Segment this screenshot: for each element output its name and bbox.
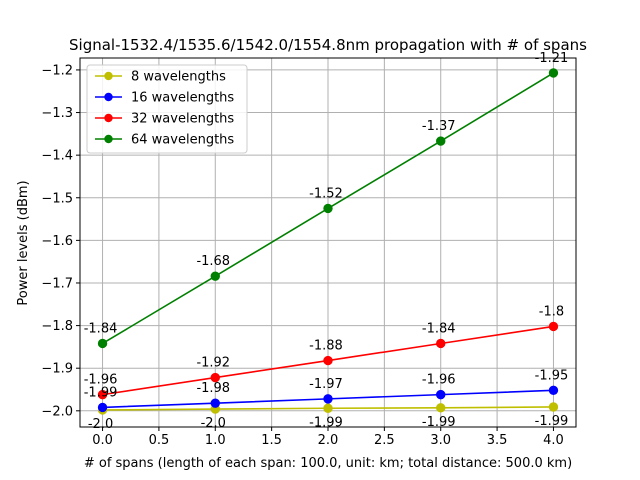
y-tick-label: −1.3 (41, 106, 73, 121)
data-label: -1.8 (539, 304, 564, 319)
data-label: -1.52 (309, 186, 343, 201)
data-label: -1.95 (535, 368, 569, 383)
legend-label: 16 wavelengths (131, 91, 234, 106)
data-label: -1.68 (196, 254, 230, 269)
data-label: -1.99 (535, 414, 569, 429)
data-label: -1.99 (422, 415, 456, 430)
y-tick-label: −1.7 (41, 276, 73, 291)
y-tick-label: −1.9 (41, 362, 73, 377)
data-label: -2.0 (88, 417, 113, 432)
x-tick-label: 1.0 (205, 433, 226, 448)
data-point (97, 338, 108, 349)
axis-ticks: 0.0 0.5 1.0 1.5 2.0 2.5 3.0 3.5 4.0 −2.0 −1.9 −1.8 −… (41, 63, 563, 448)
x-tick-label: 2.5 (374, 433, 395, 448)
data-label: -1.88 (309, 339, 343, 354)
data-point (97, 402, 108, 413)
x-axis-label: # of spans (length of each span: 100.0, … (84, 456, 572, 471)
legend-label: 32 wavelengths (131, 112, 234, 127)
x-tick-label: 3.0 (430, 433, 451, 448)
data-labels: -2.0 -2.0 -1.99 -1.99 -1.99 -1.99 -1.98 -1.97 -1… (84, 51, 569, 432)
data-point (436, 136, 446, 146)
legend-label: 8 wavelengths (131, 70, 226, 85)
x-tick-label: 2.0 (318, 433, 339, 448)
x-tick-label: 0.5 (149, 433, 170, 448)
y-axis-label: Power levels (dBm) (16, 180, 31, 305)
data-label: -2.0 (201, 416, 226, 431)
data-point (323, 394, 333, 404)
chart-title: Signal-1532.4/1535.6/1542.0/1554.8nm pro… (69, 36, 587, 54)
legend: 8 wavelengths 16 wavelengths 32 wavelength… (86, 64, 248, 154)
y-tick-label: −2.0 (41, 404, 73, 419)
legend-swatch-marker (104, 71, 113, 81)
data-point (210, 398, 220, 408)
y-tick-label: −1.5 (41, 191, 73, 206)
data-point (436, 403, 446, 413)
x-tick-label: 4.0 (543, 433, 564, 448)
data-point (548, 385, 559, 396)
data-point (97, 389, 108, 400)
legend-label: 64 wavelengths (131, 133, 234, 148)
data-label: -1.99 (84, 385, 118, 400)
y-tick-label: −1.8 (41, 319, 73, 334)
series-group (97, 68, 559, 415)
x-tick-label: 1.5 (261, 433, 282, 448)
data-point (548, 402, 559, 412)
y-tick-label: −1.6 (41, 234, 73, 249)
data-label: -1.92 (196, 356, 230, 371)
data-label: -1.97 (309, 377, 343, 392)
data-point (210, 372, 220, 383)
data-label: -1.96 (84, 373, 118, 388)
data-label: -1.98 (196, 381, 230, 396)
x-tick-label: 3.5 (487, 433, 508, 448)
legend-swatch-marker (104, 113, 113, 123)
legend-swatch-marker (104, 134, 113, 144)
data-point (323, 403, 333, 413)
data-point (323, 355, 333, 366)
data-label: -1.21 (535, 51, 569, 66)
data-label: -1.96 (422, 373, 456, 388)
data-point (548, 321, 559, 332)
data-label: -1.84 (422, 321, 456, 336)
data-point (548, 68, 559, 78)
x-tick-label: 0.0 (92, 433, 113, 448)
legend-swatch-marker (104, 92, 113, 102)
data-point (323, 203, 333, 214)
data-label: -1.84 (84, 321, 118, 336)
y-tick-label: −1.2 (41, 63, 73, 78)
legend-box (86, 64, 248, 154)
data-label: -1.99 (309, 415, 343, 430)
data-point (436, 338, 446, 349)
y-tick-label: −1.4 (41, 149, 73, 164)
data-point (436, 389, 446, 400)
data-label: -1.37 (422, 119, 456, 134)
data-point (210, 271, 220, 281)
